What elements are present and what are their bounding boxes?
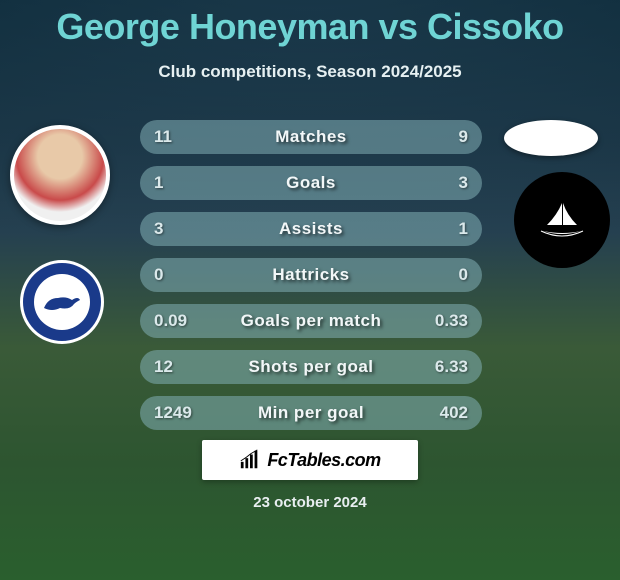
lion-icon — [40, 288, 84, 316]
stat-right-value: 0 — [459, 258, 468, 292]
stat-left-value: 11 — [154, 120, 172, 154]
stat-left-value: 0 — [154, 258, 163, 292]
stat-left-value: 1 — [154, 166, 163, 200]
stat-right-value: 3 — [459, 166, 468, 200]
stat-left-value: 3 — [154, 212, 163, 246]
stat-right-value: 6.33 — [435, 350, 468, 384]
stat-right-value: 0.33 — [435, 304, 468, 338]
stat-left-value: 12 — [154, 350, 173, 384]
chart-icon — [239, 449, 261, 471]
stat-label: Shots per goal — [248, 357, 373, 377]
stat-label: Assists — [279, 219, 343, 239]
stat-label: Min per goal — [258, 403, 364, 423]
stat-right-value: 402 — [440, 396, 468, 430]
fctables-link[interactable]: FcTables.com — [202, 440, 418, 480]
stats-container: 11 Matches 9 1 Goals 3 3 Assists 1 0 Hat… — [140, 120, 482, 442]
stat-label: Matches — [275, 127, 347, 147]
stat-right-value: 9 — [459, 120, 468, 154]
stat-row-assists: 3 Assists 1 — [140, 212, 482, 246]
page-subtitle: Club competitions, Season 2024/2025 — [0, 62, 620, 82]
player-photo-left — [10, 125, 110, 225]
footer-brand-text: FcTables.com — [267, 450, 380, 471]
stat-label: Hattricks — [272, 265, 349, 285]
player-oval-right — [504, 120, 598, 156]
stat-left-value: 0.09 — [154, 304, 187, 338]
club-logo-left — [20, 260, 104, 344]
stat-row-goals-per-match: 0.09 Goals per match 0.33 — [140, 304, 482, 338]
stat-label: Goals per match — [241, 311, 382, 331]
page-title: George Honeyman vs Cissoko — [0, 6, 620, 48]
stat-label: Goals — [286, 173, 336, 193]
stat-row-goals: 1 Goals 3 — [140, 166, 482, 200]
stat-row-matches: 11 Matches 9 — [140, 120, 482, 154]
club-logo-left-inner — [34, 274, 90, 330]
stat-row-hattricks: 0 Hattricks 0 — [140, 258, 482, 292]
stat-row-min-per-goal: 1249 Min per goal 402 — [140, 396, 482, 430]
stat-right-value: 1 — [459, 212, 468, 246]
stat-left-value: 1249 — [154, 396, 192, 430]
ship-icon — [533, 191, 591, 249]
stat-row-shots-per-goal: 12 Shots per goal 6.33 — [140, 350, 482, 384]
club-logo-right — [514, 172, 610, 268]
page-date: 23 october 2024 — [0, 494, 620, 511]
